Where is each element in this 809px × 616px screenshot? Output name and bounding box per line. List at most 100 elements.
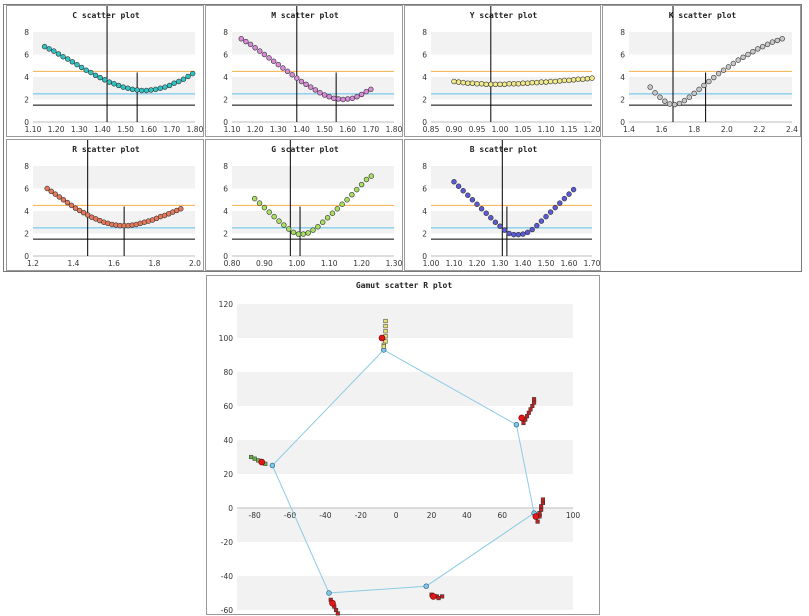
data-point <box>83 67 89 73</box>
x-tick-label: 1.4 <box>623 125 635 134</box>
data-point <box>511 231 517 238</box>
x-tick-label: 1.4 <box>68 259 80 268</box>
data-point <box>52 191 58 197</box>
x-tick-label: -80 <box>249 511 261 520</box>
x-tick-label: 0.90 <box>446 125 463 134</box>
y-tick-label: 60 <box>223 402 233 411</box>
data-point <box>557 200 563 206</box>
data-point <box>97 74 103 81</box>
data-point <box>506 230 512 237</box>
data-point <box>139 87 145 94</box>
y-tick-label: 0 <box>223 252 228 261</box>
data-point <box>715 70 722 77</box>
y-tick-label: 6 <box>620 51 625 60</box>
data-point <box>143 87 150 94</box>
data-point <box>298 78 305 85</box>
y-tick-label: 0 <box>422 252 427 261</box>
x-tick-label: 2.2 <box>753 125 765 134</box>
x-tick-label: 0.85 <box>423 125 440 134</box>
data-point <box>300 231 306 237</box>
data-point <box>750 48 756 55</box>
x-tick-label: 1.00 <box>492 125 509 134</box>
y-tick-label: 6 <box>422 51 427 60</box>
data-point <box>315 224 321 230</box>
data-point <box>538 79 545 85</box>
data-point <box>759 43 766 50</box>
data-point <box>76 207 83 214</box>
data-point <box>280 65 286 71</box>
y-tick-label: 2 <box>620 96 625 105</box>
grid-band <box>232 166 394 189</box>
data-point <box>497 223 503 229</box>
data-point <box>755 46 761 52</box>
data-point <box>547 209 554 215</box>
x-tick-label: -60 <box>284 511 296 520</box>
x-tick-label: 1.6 <box>108 259 120 268</box>
data-point <box>515 81 522 87</box>
data-point <box>711 74 717 81</box>
data-point <box>575 76 581 82</box>
data-point <box>307 84 314 90</box>
data-point <box>543 213 549 220</box>
data-point <box>497 81 503 88</box>
y-tick-label: 0 <box>24 252 29 261</box>
cluster-point <box>528 407 533 412</box>
grid-band <box>237 440 573 474</box>
x-tick-label: 1.30 <box>386 259 403 268</box>
x-tick-label: 1.00 <box>288 259 305 268</box>
data-point <box>478 206 485 212</box>
grid-band <box>431 211 592 234</box>
data-point <box>520 231 526 237</box>
highlight-point <box>258 458 266 466</box>
data-point <box>455 79 462 85</box>
x-tick-label: 1.15 <box>561 125 578 134</box>
y-tick-label: 4 <box>24 207 29 216</box>
y-tick-label: 4 <box>223 207 228 216</box>
data-point <box>51 48 57 54</box>
data-point <box>284 68 291 75</box>
x-tick-label: 1.40 <box>515 259 532 268</box>
grid-band <box>237 372 573 406</box>
x-tick-label: 1.60 <box>140 125 157 134</box>
data-point <box>115 82 122 89</box>
y-tick-label: 8 <box>422 162 427 171</box>
chart-panel-gamut: Gamut scatter R plot -60 -40 -20 0 20 40 60 80 10… <box>206 275 600 616</box>
highlight-point <box>378 334 386 342</box>
cluster-point <box>532 400 537 405</box>
cluster-point <box>539 507 544 512</box>
data-point <box>501 227 508 233</box>
data-point <box>570 186 577 193</box>
data-point <box>74 61 80 68</box>
y-tick-label: 2 <box>422 96 427 105</box>
hull-vertex <box>513 422 520 428</box>
data-point <box>740 54 746 61</box>
grid-band <box>431 32 592 55</box>
chart-panel-k: K scatter plot 0 2 4 6 8 1.4 1.6 1.8 2.0 2.2 2.4 <box>602 5 801 137</box>
data-point <box>779 36 785 42</box>
y-tick-label: -20 <box>221 538 233 547</box>
data-point <box>180 76 187 82</box>
x-tick-label: 1.10 <box>538 125 555 134</box>
data-point <box>589 75 595 81</box>
y-tick-label: 8 <box>24 162 29 171</box>
data-point <box>171 80 177 86</box>
x-tick-label: 1.40 <box>293 125 310 134</box>
y-tick-label: 2 <box>223 230 228 239</box>
data-point <box>529 226 535 233</box>
data-point <box>552 204 558 211</box>
x-tick-label: 1.6 <box>656 125 668 134</box>
data-point <box>547 78 554 85</box>
data-point <box>275 61 281 68</box>
x-tick-label: 1.10 <box>25 125 42 134</box>
data-point <box>686 94 693 100</box>
data-point <box>501 81 508 88</box>
x-tick-label: 1.8 <box>688 125 700 134</box>
data-point <box>534 222 540 229</box>
data-point <box>92 72 99 79</box>
data-point <box>324 215 331 221</box>
chart-title: K scatter plot <box>669 11 737 20</box>
data-point <box>524 229 531 236</box>
data-point <box>41 43 48 50</box>
data-point <box>44 185 50 192</box>
data-point <box>534 79 540 86</box>
